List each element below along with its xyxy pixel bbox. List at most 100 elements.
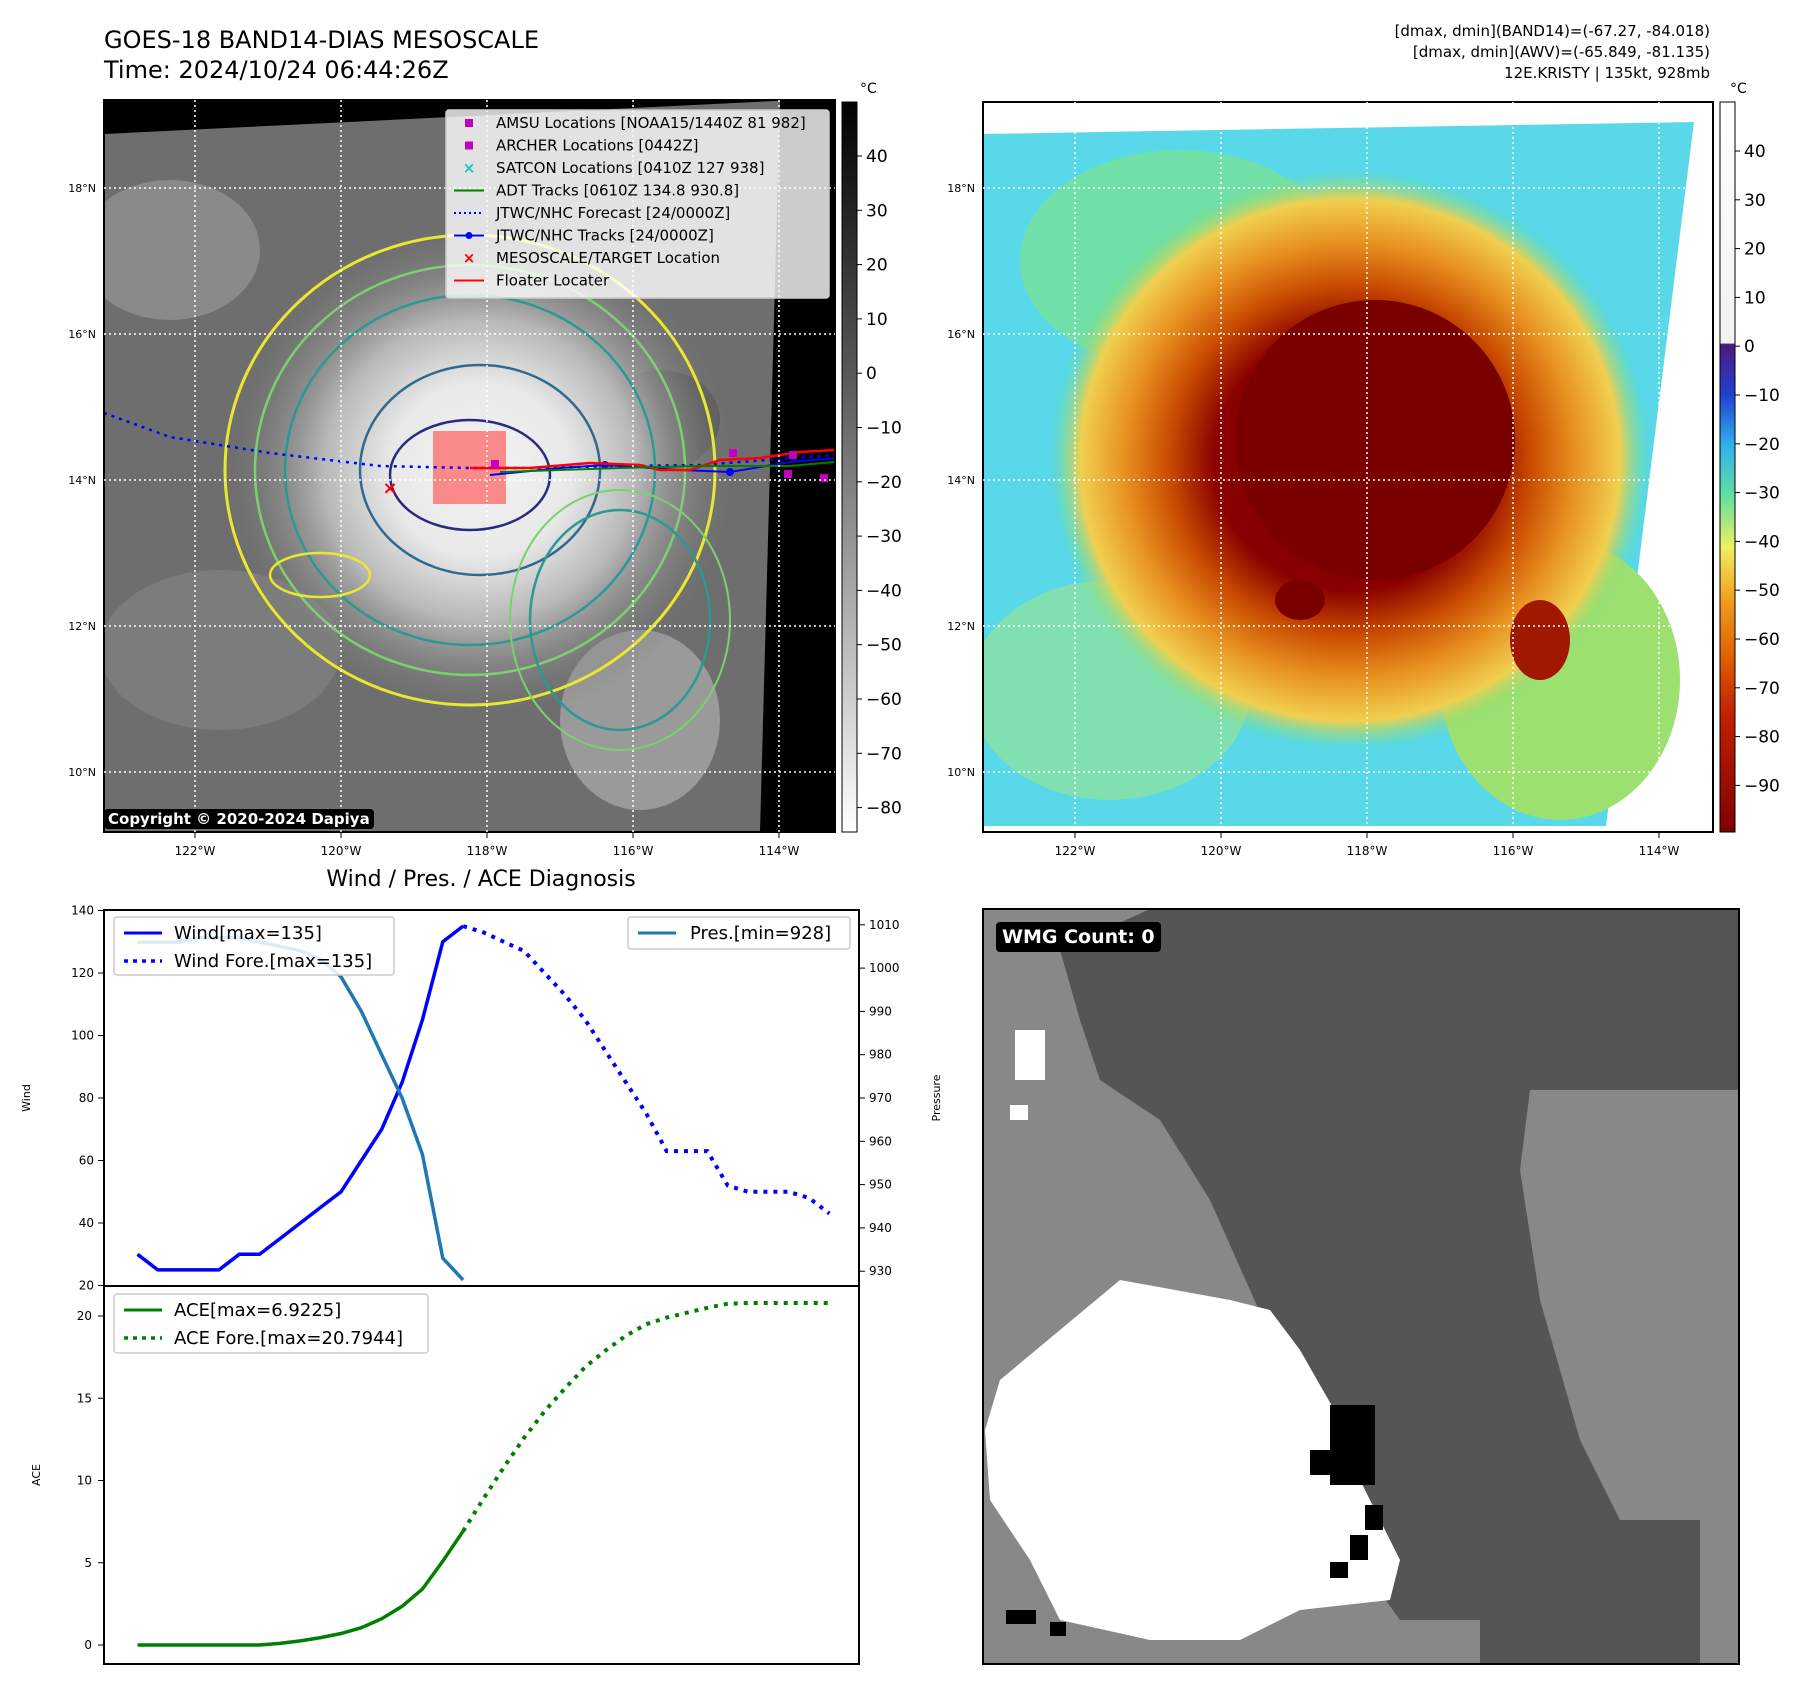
gray-cbar-label: 30 — [866, 201, 888, 221]
pres-tick-label: 1000 — [869, 961, 900, 975]
lat-label: 18°N — [947, 182, 975, 195]
lon-label: 116°W — [613, 844, 654, 858]
archer-marker — [491, 460, 499, 468]
pres-tick-label: 980 — [869, 1048, 892, 1062]
ace-tick-label: 20 — [77, 1309, 92, 1323]
color-cbar-label: 0 — [1744, 337, 1755, 357]
wmg-count-badge: WMG Count: 0 — [996, 922, 1161, 952]
legend-label: JTWC/NHC Forecast [24/0000Z] — [495, 204, 730, 222]
legend-label: AMSU Locations [NOAA15/1440Z 81 982] — [496, 114, 806, 132]
wind-tick-label: 100 — [71, 1029, 94, 1043]
wind-legend-label: Wind[max=135] — [174, 923, 322, 944]
pres-tick-label: 990 — [869, 1004, 892, 1018]
pres-tick-label: 930 — [869, 1264, 892, 1278]
ir-color-panel — [982, 101, 1714, 833]
gray-cbar-label: −60 — [866, 690, 902, 710]
legend-marker-x: × — [463, 159, 476, 177]
color-cbar-label: −10 — [1744, 386, 1780, 406]
ace-tick-label: 0 — [84, 1638, 92, 1652]
color-cbar-label: 30 — [1744, 191, 1766, 211]
gray-cbar-label: 40 — [866, 147, 888, 167]
gray-cbar-label: −50 — [866, 636, 902, 656]
wind-tick-label: 40 — [79, 1216, 94, 1230]
legend-marker-x: × — [463, 249, 476, 267]
color-cbar-label: 20 — [1744, 240, 1766, 260]
diagnosis-title: Wind / Pres. / ACE Diagnosis — [326, 867, 635, 892]
ace-series-line-dotted — [461, 1301, 830, 1533]
lat-label: 14°N — [947, 474, 975, 487]
copyright-badge: Copyright © 2020-2024 Dapiya — [104, 809, 374, 829]
legend-marker-square — [465, 141, 473, 150]
ace-legend-box — [113, 1293, 429, 1354]
info-storm: 12E.KRISTY | 135kt, 928mb — [1504, 64, 1710, 82]
pres-legend-label: Pres.[min=928] — [690, 923, 831, 944]
lon-label: 114°W — [1639, 844, 1680, 858]
wind-pressure-chart: 140 120 100 80 60 40 20 1010 1000 990 980 970 960 95… — [71, 904, 899, 1293]
page-subtitle-time: Time: 2024/10/24 06:44:26Z — [104, 56, 449, 84]
gray-cbar-label: 20 — [866, 256, 888, 276]
color-cbar-label: −80 — [1744, 728, 1780, 748]
gray-cbar-label: 0 — [866, 364, 877, 384]
target-x-marker: × — [382, 478, 397, 499]
color-cbar-label: −20 — [1744, 435, 1780, 455]
lat-label: 14°N — [68, 474, 96, 487]
wind-ylabel: Wind — [20, 1084, 33, 1112]
pres-tick-label: 970 — [869, 1091, 892, 1105]
color-cbar-label: −60 — [1744, 630, 1780, 650]
info-awv-range: [dmax, dmin](AWV)=(-65.849, -81.135) — [1412, 43, 1710, 61]
wind-tick-label: 20 — [79, 1279, 94, 1293]
page-title: GOES-18 BAND14-DIAS MESOSCALE — [104, 26, 540, 54]
color-cbar-label: −70 — [1744, 679, 1780, 699]
lon-label: 114°W — [759, 844, 800, 858]
legend-label: ADT Tracks [0610Z 134.8 930.8] — [496, 182, 739, 200]
lon-label: 120°W — [321, 844, 362, 858]
map-gridlines: 18°N 16°N 14°N 12°N 10°N 122°W 120°W 118°W 116°W… — [68, 100, 1713, 858]
gray-cbar-label: −10 — [866, 419, 902, 439]
pres-tick-label: 940 — [869, 1221, 892, 1235]
color-cbar-label: −50 — [1744, 581, 1780, 601]
ace-fore-legend-label: ACE Fore.[max=20.7944] — [174, 1328, 403, 1349]
color-cbar-label: −30 — [1744, 484, 1780, 504]
ace-tick-label: 15 — [77, 1391, 92, 1405]
pres-legend-box — [627, 916, 851, 950]
wind-tick-label: 60 — [79, 1154, 94, 1168]
color-cbar-label: −40 — [1744, 532, 1780, 552]
ace-chart: 20 15 10 5 0 ACE[max=6.9225] ACE Fore.[max=2… — [77, 1285, 860, 1665]
lon-label: 120°W — [1201, 844, 1242, 858]
legend-marker-dot — [465, 232, 473, 239]
colorbar-color-unit: °C — [1730, 81, 1747, 97]
colorbar-color: 40 30 20 10 0 −10 −20 −30 −40 −50 −60 −70 −80 −90 — [1719, 101, 1780, 833]
lon-label: 118°W — [1347, 844, 1388, 858]
lat-label: 12°N — [68, 620, 96, 633]
info-band14-range: [dmax, dmin](BAND14)=(-67.27, -84.018) — [1394, 22, 1710, 40]
color-cbar-label: −90 — [1744, 776, 1780, 796]
ace-legend-label: ACE[max=6.9225] — [174, 1300, 341, 1321]
legend-label: Floater Locater — [496, 272, 610, 290]
gray-cbar-label: 10 — [866, 310, 888, 330]
pres-tick-label: 960 — [869, 1134, 892, 1148]
legend-label: SATCON Locations [0410Z 127 938] — [496, 159, 764, 177]
color-cbar-label: 10 — [1744, 288, 1766, 308]
series-line-solid — [136, 924, 465, 1272]
gray-cbar-label: −40 — [866, 581, 902, 601]
wmg-panel — [982, 908, 1740, 1665]
ace-tick-label: 5 — [84, 1556, 92, 1570]
gray-cbar-label: −70 — [866, 744, 902, 764]
lat-label: 10°N — [947, 766, 975, 779]
pres-ylabel: Pressure — [930, 1074, 943, 1121]
pres-tick-label: 1010 — [869, 918, 900, 932]
lon-label: 118°W — [467, 844, 508, 858]
map-legend: AMSU Locations [NOAA15/1440Z 81 982] ARCH… — [445, 109, 830, 299]
lat-label: 16°N — [68, 328, 96, 341]
lat-label: 16°N — [947, 328, 975, 341]
wind-tick-label: 80 — [79, 1091, 94, 1105]
legend-label: MESOSCALE/TARGET Location — [496, 249, 720, 267]
ace-series-line-solid — [137, 1530, 465, 1647]
lat-label: 10°N — [68, 766, 96, 779]
legend-label: ARCHER Locations [0442Z] — [496, 137, 699, 155]
colorbar-gray-unit: °C — [860, 81, 877, 97]
lon-label: 122°W — [175, 844, 216, 858]
lat-label: 18°N — [68, 182, 96, 195]
wind-fore-legend-label: Wind Fore.[max=135] — [174, 951, 372, 972]
